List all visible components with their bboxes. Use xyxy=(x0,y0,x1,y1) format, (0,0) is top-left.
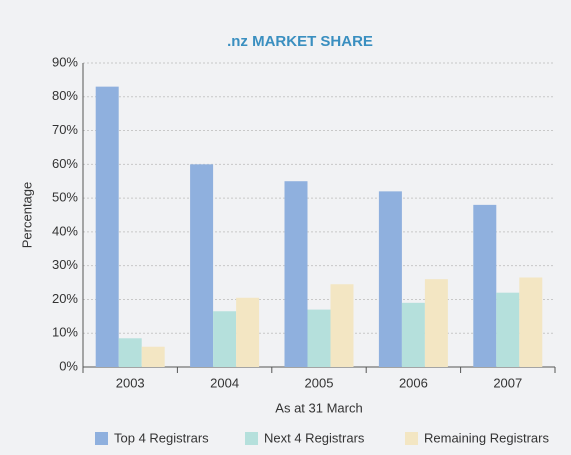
legend-label: Next 4 Registrars xyxy=(264,430,365,445)
y-tick-label: 90% xyxy=(52,54,78,69)
y-tick-label: 70% xyxy=(52,122,78,137)
bar xyxy=(190,164,214,367)
chart-title: .nz MARKET SHARE xyxy=(227,33,373,50)
x-tick-label: 2005 xyxy=(305,375,334,390)
y-tick-label: 30% xyxy=(52,257,78,272)
y-tick-label: 50% xyxy=(52,190,78,205)
y-tick-label: 20% xyxy=(52,291,78,306)
bar xyxy=(424,279,448,367)
y-tick-label: 0% xyxy=(59,358,78,373)
x-tick-label: 2004 xyxy=(210,375,239,390)
y-tick-label: 60% xyxy=(52,156,78,171)
bar xyxy=(95,86,119,368)
legend-swatch xyxy=(245,432,258,445)
bar xyxy=(330,284,354,367)
legend-label: Remaining Registrars xyxy=(424,430,549,445)
bar xyxy=(236,297,260,367)
y-axis-label: Percentage xyxy=(19,182,34,249)
bar xyxy=(118,338,142,367)
legend-swatch xyxy=(95,432,108,445)
bar xyxy=(284,181,308,367)
bar xyxy=(496,292,520,367)
x-tick-label: 2003 xyxy=(116,375,145,390)
x-tick-label: 2006 xyxy=(399,375,428,390)
y-tick-label: 40% xyxy=(52,223,78,238)
bar xyxy=(213,311,237,367)
legend-swatch xyxy=(405,432,418,445)
x-axis-label: As at 31 March xyxy=(275,400,362,415)
bar xyxy=(401,302,425,367)
bar xyxy=(473,204,497,367)
legend-label: Top 4 Registrars xyxy=(114,430,209,445)
bar xyxy=(307,309,331,367)
bar xyxy=(378,191,402,367)
y-tick-label: 80% xyxy=(52,88,78,103)
bar xyxy=(519,277,543,367)
y-tick-label: 10% xyxy=(52,325,78,340)
bar xyxy=(141,346,165,367)
x-tick-label: 2007 xyxy=(493,375,522,390)
